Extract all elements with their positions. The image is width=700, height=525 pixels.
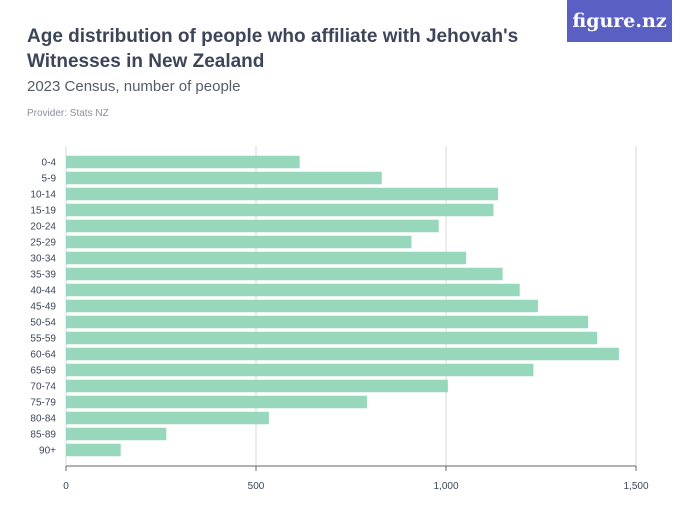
- bar-20-24: [66, 219, 439, 233]
- bar-65-69: [66, 363, 534, 377]
- category-label: 15-19: [30, 206, 56, 217]
- category-label: 60-64: [30, 350, 56, 361]
- bar-55-59: [66, 331, 598, 345]
- x-tick-label: 500: [248, 481, 265, 492]
- category-label: 50-54: [30, 318, 56, 329]
- x-tick-label: 1,000: [433, 481, 458, 492]
- category-label: 80-84: [30, 414, 56, 425]
- bar-25-29: [66, 235, 412, 249]
- x-axis-tick-labels: 0 500 1,000 1,500: [63, 481, 649, 492]
- category-label: 45-49: [30, 302, 56, 313]
- bar-60-64: [66, 347, 619, 361]
- bar-35-39: [66, 267, 503, 281]
- bar-0-4: [66, 155, 300, 169]
- bar-80-84: [66, 411, 269, 425]
- bar-10-14: [66, 187, 499, 201]
- category-label: 30-34: [30, 254, 56, 265]
- category-label: 5-9: [42, 174, 57, 185]
- bar-40-44: [66, 283, 520, 297]
- category-label: 85-89: [30, 430, 56, 441]
- category-label: 70-74: [30, 382, 56, 393]
- bar-90+: [66, 443, 121, 457]
- chart-subtitle: 2023 Census, number of people: [27, 78, 241, 95]
- bar-75-79: [66, 395, 367, 409]
- category-label: 40-44: [30, 286, 56, 297]
- chart-title: Age distribution of people who affiliate…: [27, 26, 519, 72]
- bar-5-9: [66, 171, 382, 185]
- bar-50-54: [66, 315, 589, 329]
- bar-30-34: [66, 251, 467, 265]
- category-label: 10-14: [30, 190, 56, 201]
- x-tick-label: 1,500: [623, 481, 648, 492]
- figure-nz-logo[interactable]: figure.nz: [567, 0, 672, 42]
- category-label: 65-69: [30, 366, 56, 377]
- bar-70-74: [66, 379, 448, 393]
- data-provider: Provider: Stats NZ: [27, 108, 109, 119]
- bars: [66, 155, 619, 457]
- category-label: 55-59: [30, 334, 56, 345]
- bar-45-49: [66, 299, 538, 313]
- category-labels: 0-4 5-9 10-14 15-19 20-24 25-29 30-34 35-39 40-4…: [30, 158, 56, 457]
- category-label: 35-39: [30, 270, 56, 281]
- bar-85-89: [66, 427, 167, 441]
- category-label: 0-4: [42, 158, 57, 169]
- x-tick-label: 0: [63, 481, 69, 492]
- category-label: 90+: [39, 446, 56, 457]
- bar-15-19: [66, 203, 494, 217]
- category-label: 20-24: [30, 222, 56, 233]
- category-label: 25-29: [30, 238, 56, 249]
- category-label: 75-79: [30, 398, 56, 409]
